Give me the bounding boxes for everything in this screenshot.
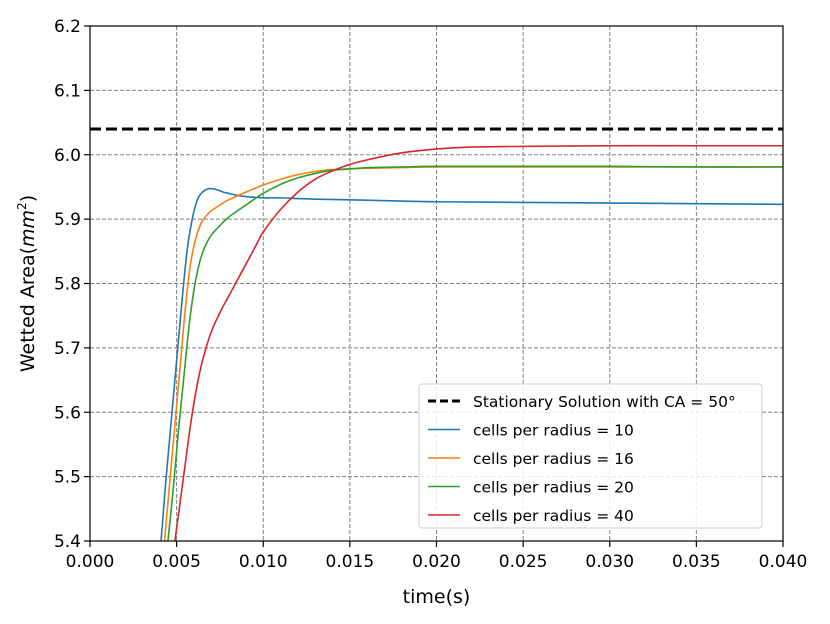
axis-ticks: 0.000 0.005 0.010 0.015 0.020 0.025 0.030 0.035… — [54, 17, 807, 572]
x-tick-label: 0.010 — [239, 552, 288, 572]
y-tick-label: 6.2 — [54, 17, 81, 37]
x-axis-label: time(s) — [403, 586, 471, 608]
legend-label: cells per radius = 16 — [473, 450, 634, 468]
legend-label: cells per radius = 10 — [473, 422, 634, 440]
legend-label: cells per radius = 40 — [473, 507, 634, 525]
series-line — [160, 187, 783, 541]
legend-box — [418, 383, 763, 529]
y-tick-label: 6.0 — [54, 146, 81, 166]
y-tick-label: 5.8 — [54, 275, 81, 295]
y-tick-label: 5.4 — [54, 532, 81, 552]
y-tick-label: 5.6 — [54, 403, 81, 423]
x-tick-label: 0.030 — [585, 552, 634, 572]
series-lines — [90, 127, 783, 541]
legend-label: cells per radius = 20 — [473, 479, 634, 497]
y-tick-label: 5.7 — [54, 339, 81, 359]
x-tick-label: 0.005 — [152, 552, 201, 572]
y-axis-label: Wetted Area(mm2) — [15, 195, 39, 372]
series-line — [174, 144, 783, 541]
x-tick-label: 0.020 — [412, 552, 461, 572]
x-tick-label: 0.015 — [326, 552, 375, 572]
y-tick-label: 6.1 — [54, 81, 81, 101]
x-tick-label: 0.000 — [66, 552, 115, 572]
series-line — [167, 165, 783, 541]
y-tick-label: 5.9 — [54, 210, 81, 230]
y-tick-label: 5.5 — [54, 468, 81, 488]
x-tick-label: 0.035 — [672, 552, 721, 572]
x-tick-label: 0.025 — [499, 552, 548, 572]
x-tick-label: 0.040 — [759, 552, 808, 572]
legend: Stationary Solution with CA = 50° cells p… — [418, 383, 763, 529]
legend-label: Stationary Solution with CA = 50° — [473, 393, 736, 411]
